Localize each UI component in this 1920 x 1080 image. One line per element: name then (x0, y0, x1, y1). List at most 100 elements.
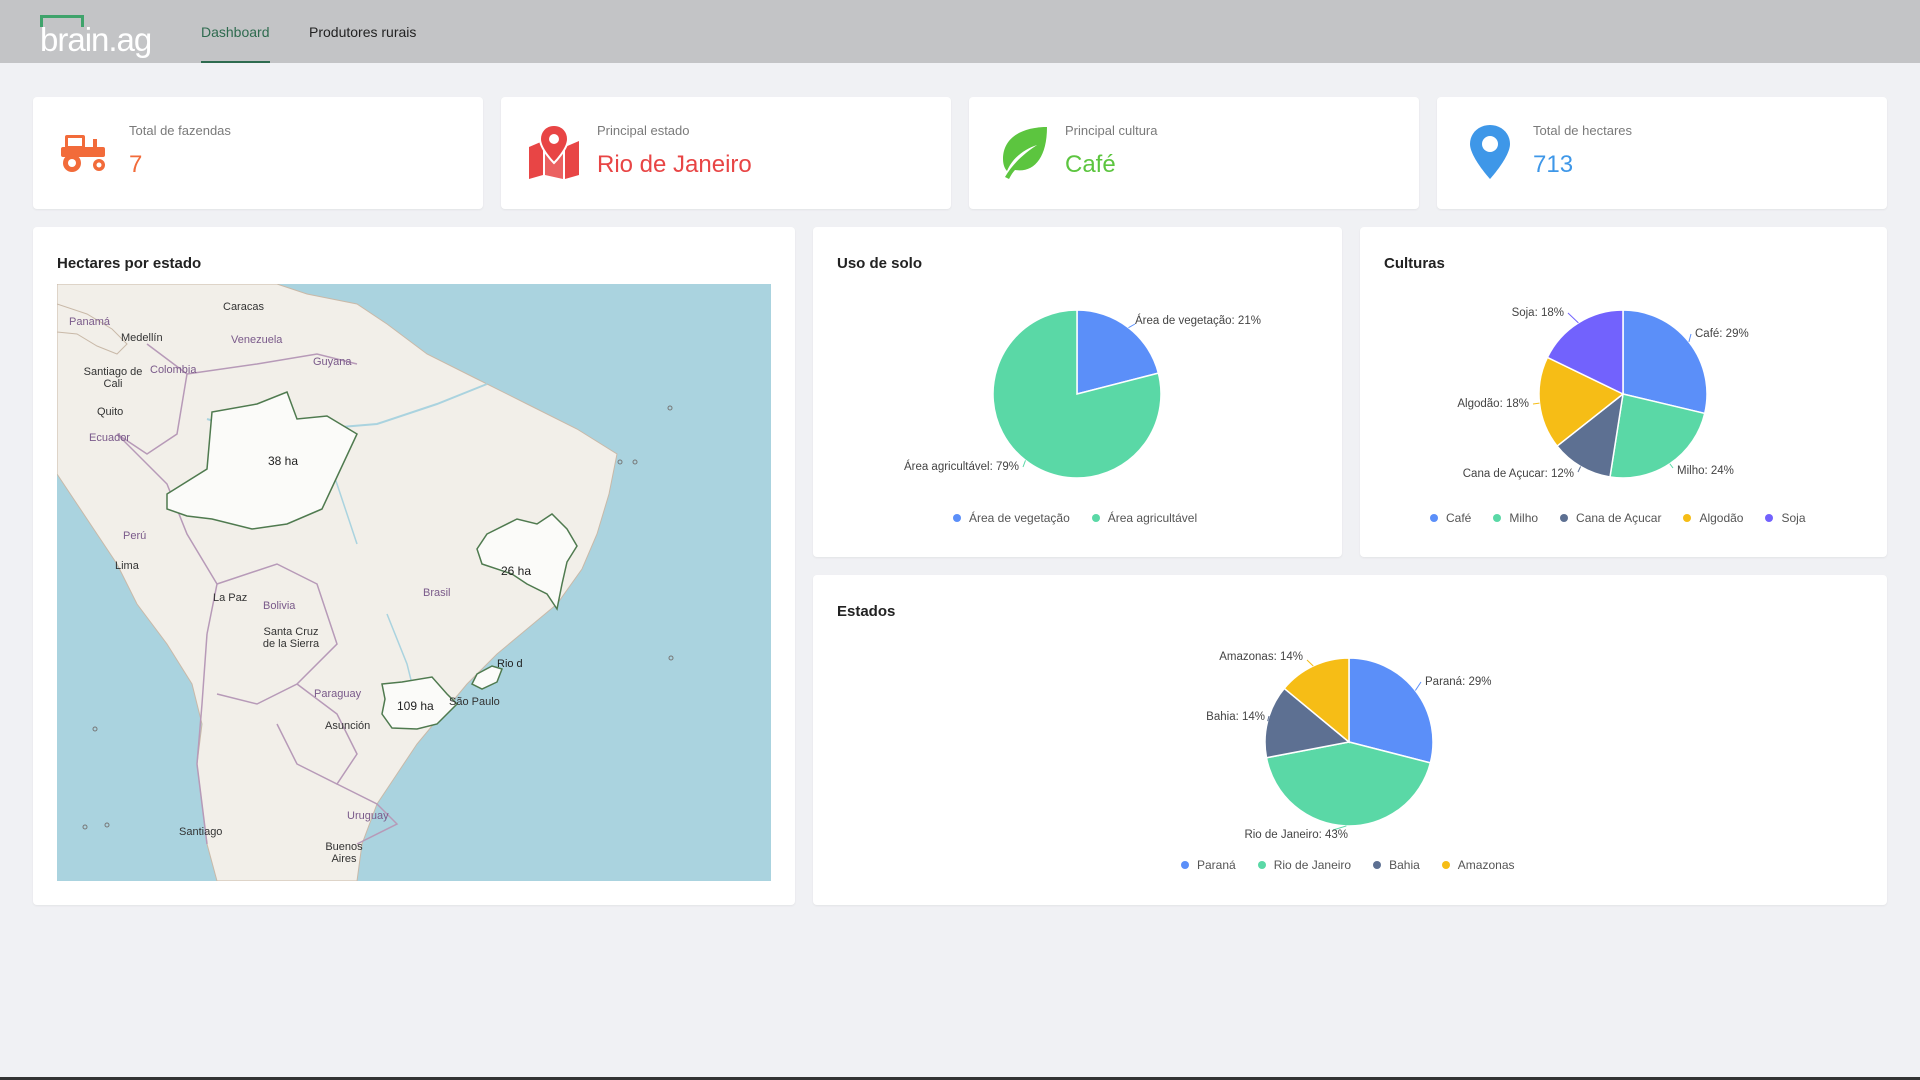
crops-legend: Café Milho Cana de Açucar Algodão Soja (1430, 511, 1806, 525)
state-hectares-label-rio: Rio d (497, 658, 523, 670)
state-hectares-label-amazonas: 38 ha (268, 454, 299, 468)
legend-label: Milho (1509, 511, 1539, 525)
soil-legend: Área de vegetação Área agricultável (953, 511, 1197, 525)
map-place-label: Paraguay (314, 688, 362, 700)
hectares-map[interactable]: Caracas Panamá Medellín Venezuela Guyana… (57, 284, 771, 881)
legend-item[interactable]: Área de vegetação (953, 511, 1070, 525)
legend-item[interactable]: Paraná (1181, 858, 1236, 872)
legend-dot (1091, 514, 1100, 522)
legend-label: Café (1446, 511, 1472, 525)
soil-pie-chart[interactable]: Área de vegetação: 21% Área agricultável:… (813, 227, 1342, 557)
logo-text: brain.ag (40, 21, 152, 58)
map-place-label: Medellín (121, 332, 163, 344)
pie-label-line (1332, 825, 1347, 831)
pie-data-label: Amazonas: 14% (1219, 651, 1303, 663)
legend-item[interactable]: Rio de Janeiro (1257, 858, 1352, 872)
stat-card-total-hectares: Total de hectares 713 (1437, 97, 1887, 209)
pie-label-line (1688, 333, 1692, 343)
map-place-label: Guyana (313, 356, 352, 368)
tractor-icon (61, 135, 105, 172)
legend-item[interactable]: Algodão (1683, 511, 1743, 525)
pie-data-label: Área de vegetação: 21% (1135, 314, 1261, 327)
map-place-label: Bolivia (263, 600, 296, 612)
legend-label: Rio de Janeiro (1273, 858, 1352, 872)
pie-label-line (1532, 402, 1540, 405)
pie-label-line (1669, 463, 1674, 469)
location-pin-icon (1470, 125, 1510, 179)
legend-item[interactable]: Área agricultável (1091, 511, 1198, 525)
pie-data-label: Rio de Janeiro: 43% (1244, 829, 1348, 841)
stat-value: 713 (1533, 151, 1574, 178)
pie-slice-milho[interactable] (1609, 393, 1706, 479)
legend-label: Soja (1781, 511, 1806, 525)
leaf-icon (1003, 127, 1047, 179)
map-pin-icon (529, 123, 579, 179)
nav-active-indicator (201, 61, 270, 63)
stat-label: Principal cultura (1065, 123, 1158, 138)
legend-dot (1430, 514, 1438, 522)
map-place-label: Brasil (423, 587, 451, 599)
legend-dot (1181, 861, 1189, 869)
soil-usage-panel: Uso de solo Área de vegetação: 21% Área a… (813, 227, 1342, 557)
stat-value: Café (1065, 151, 1116, 178)
map-place-label: Ecuador (89, 432, 130, 444)
legend-label: Paraná (1197, 858, 1236, 872)
map-place-label: Colombia (150, 364, 197, 376)
pie-label-line (1567, 312, 1579, 324)
map-place-label: Santiago de Cali (83, 366, 143, 390)
nav-produtores-rurais[interactable]: Produtores rurais (309, 24, 417, 40)
stat-card-principal-cultura: Principal cultura Café (969, 97, 1419, 209)
pie-data-label: Bahia: 14% (1206, 711, 1265, 723)
states-legend: Paraná Rio de Janeiro Bahia Amazonas (1181, 858, 1515, 872)
map-place-label: São Paulo (449, 696, 500, 708)
bottom-border (0, 1077, 1920, 1080)
pie-slice--rea-de-vegeta-o[interactable] (1076, 309, 1160, 395)
legend-item[interactable]: Cana de Açucar (1560, 511, 1661, 525)
legend-dot (953, 514, 961, 522)
legend-dot (1257, 861, 1266, 869)
top-navigation-bar: brain.ag Dashboard Produtores rurais (0, 0, 1920, 63)
pie-label-line (1267, 715, 1270, 722)
map-place-label: La Paz (213, 592, 248, 604)
map-place-label: Venezuela (231, 334, 283, 346)
legend-item[interactable]: Milho (1493, 511, 1538, 525)
states-pie-chart[interactable]: Paraná: 29% Rio de Janeiro: 43% Bahia: 14%… (813, 575, 1887, 905)
pie-slice-algod-o[interactable] (1538, 356, 1625, 448)
pie-data-label: Área agricultável: 79% (904, 460, 1019, 473)
stat-label: Total de fazendas (129, 123, 231, 138)
pie-slice-rio-de-janeiro[interactable] (1265, 741, 1432, 827)
legend-item[interactable]: Café (1430, 511, 1471, 525)
map-place-label: Perú (123, 530, 147, 542)
pie-data-label: Soja: 18% (1512, 307, 1564, 319)
panel-title: Culturas (1384, 255, 1445, 272)
map-place-label: Panamá (69, 316, 110, 328)
pie-slice-soja[interactable] (1546, 309, 1624, 396)
legend-dot (1560, 514, 1569, 522)
pie-data-label: Algodão: 18% (1457, 398, 1529, 410)
pie-slice--rea-agricult-vel[interactable] (992, 309, 1162, 479)
legend-item[interactable]: Bahia (1373, 858, 1420, 872)
legend-dot (1765, 514, 1774, 522)
map-place-label: Santa Cruz de la Sierra (262, 626, 320, 650)
logo-accent-left (40, 15, 43, 27)
pie-label-line (1577, 466, 1582, 473)
crops-panel: Culturas Café: 29% Milho: 24% Cana de Açuc… (1360, 227, 1887, 557)
pie-slice-cana-de-a-ucar[interactable] (1556, 392, 1625, 478)
panel-title: Hectares por estado (57, 255, 202, 272)
stat-value: Rio de Janeiro (597, 151, 752, 178)
legend-dot (1683, 514, 1692, 522)
map-place-label: Uruguay (347, 810, 389, 822)
legend-item[interactable]: Amazonas (1441, 858, 1515, 872)
nav-dashboard[interactable]: Dashboard (201, 24, 270, 40)
map-canvas[interactable] (57, 284, 771, 881)
pie-data-label: Café: 29% (1695, 328, 1749, 340)
brain-ag-logo[interactable]: brain.ag (40, 15, 152, 58)
legend-dot (1373, 861, 1382, 869)
legend-item[interactable]: Soja (1765, 511, 1806, 525)
stat-card-total-fazendas: Total de fazendas 7 (33, 97, 483, 209)
crops-pie-chart[interactable]: Café: 29% Milho: 24% Cana de Açucar: 12% Al… (1360, 227, 1887, 557)
state-hectares-label-parana: 109 ha (397, 699, 434, 713)
legend-label: Bahia (1389, 858, 1420, 872)
pie-slice-paran-[interactable] (1348, 657, 1434, 764)
legend-label: Área agricultável (1107, 511, 1198, 525)
